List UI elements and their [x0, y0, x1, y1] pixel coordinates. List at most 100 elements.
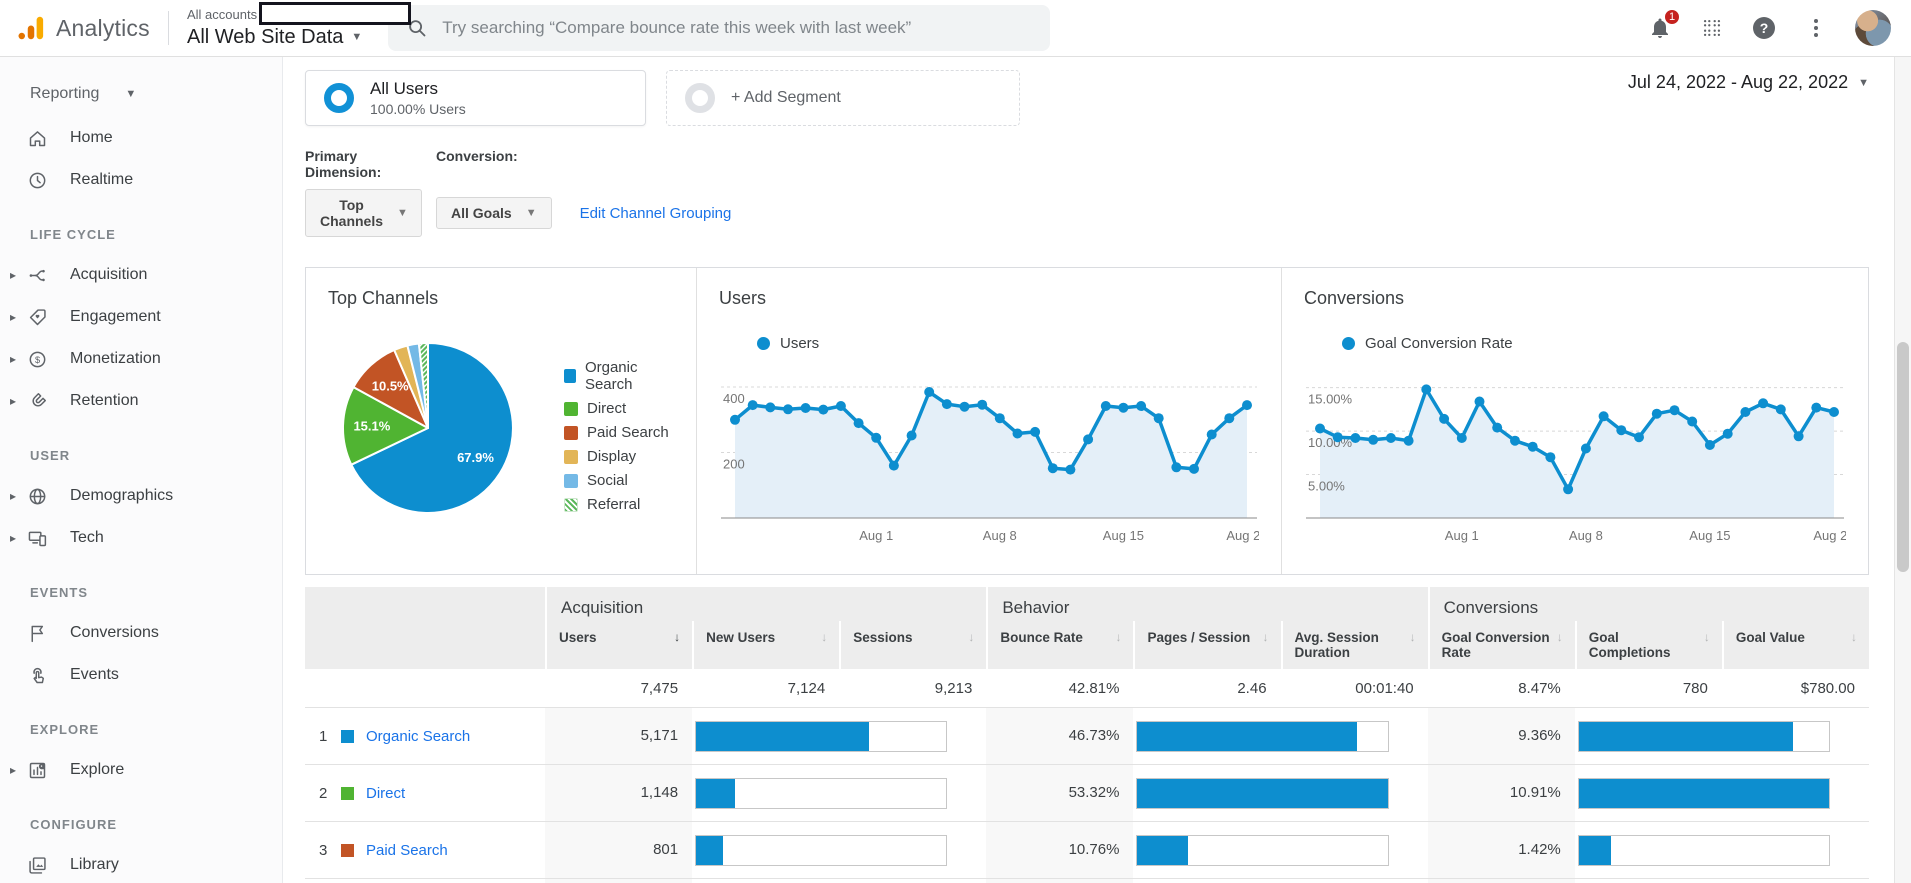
- expand-arrow-icon[interactable]: ▸: [9, 763, 17, 777]
- charts-panel: Top Channels 67.9% 15.1% 10.5% Organic Sea…: [305, 267, 1869, 575]
- sidebar-item-realtime[interactable]: Realtime: [0, 159, 282, 201]
- channel-link[interactable]: Direct: [366, 784, 406, 802]
- group-header-spacer: [305, 587, 545, 621]
- svg-text:67.9%: 67.9%: [457, 450, 494, 465]
- chevron-down-icon: ▼: [125, 88, 137, 100]
- column-header-dimension: [305, 621, 545, 669]
- legend-label: Organic Search: [584, 359, 638, 393]
- cell-goal-conversion-rate: 1.42%: [1427, 821, 1575, 878]
- group-header-conversions: Conversions: [1427, 587, 1869, 621]
- top-app-bar: Analytics All accounts All Web Site Data…: [0, 0, 1911, 57]
- expand-arrow-icon[interactable]: ▸: [9, 310, 17, 324]
- analytics-logo-icon: [18, 16, 44, 40]
- users-line-chart[interactable]: 200 400 Aug 1 Aug 8 Aug 15 Aug 22: [719, 360, 1268, 557]
- column-header-sessions[interactable]: Sessions ↓: [839, 621, 987, 669]
- expand-arrow-icon[interactable]: ▸: [9, 489, 17, 503]
- column-header-goal-conversion-rate[interactable]: Goal Conversion Rate ↓: [1427, 621, 1575, 669]
- cell-goal-bar: [1574, 878, 1869, 883]
- column-header-pages-session[interactable]: Pages / Session ↓: [1133, 621, 1281, 669]
- segment-all-users[interactable]: All Users 100.00% Users: [305, 70, 646, 126]
- search-input[interactable]: [442, 18, 1033, 38]
- column-header-goal-value[interactable]: Goal Value ↓: [1721, 621, 1869, 669]
- analytics-logo[interactable]: Analytics: [16, 13, 164, 43]
- sidebar-item-events[interactable]: Events: [0, 654, 282, 696]
- legend-item: Display: [564, 448, 674, 465]
- help-button[interactable]: ?: [1751, 15, 1777, 41]
- apps-grid-button[interactable]: [1699, 15, 1725, 41]
- conversion-value: All Goals: [451, 205, 512, 221]
- legend-label: Users: [780, 335, 820, 352]
- sidebar-item-tech[interactable]: ▸ Tech: [0, 517, 282, 559]
- channel-link[interactable]: Paid Search: [366, 841, 448, 859]
- edit-channel-grouping-link[interactable]: Edit Channel Grouping: [579, 204, 732, 222]
- kebab-menu-icon: [1814, 19, 1818, 37]
- cell-users: 5,171: [545, 707, 693, 764]
- acquisition-icon: [26, 264, 48, 286]
- legend-label: Goal Conversion Rate: [1365, 335, 1513, 352]
- sidebar-item-home[interactable]: Home: [0, 117, 282, 159]
- cell-bounce-rate: 53.32%: [986, 764, 1134, 821]
- svg-text:Aug 22: Aug 22: [1813, 528, 1846, 543]
- sidebar-section-configure: CONFIGURE: [30, 817, 117, 832]
- cell-users-bar: [692, 764, 987, 821]
- bar-track: [1136, 720, 1389, 752]
- scrollbar-thumb[interactable]: [1897, 342, 1909, 572]
- column-header-goal-completions[interactable]: Goal Completions ↓: [1574, 621, 1722, 669]
- sidebar-item-demographics[interactable]: ▸ Demographics: [0, 475, 282, 517]
- sidebar-item-explore[interactable]: ▸ Explore: [0, 749, 282, 791]
- channel-link[interactable]: Organic Search: [366, 727, 471, 745]
- sidebar-section-life-cycle: LIFE CYCLE: [30, 227, 116, 242]
- primary-dimension-select[interactable]: Top Channels ▼: [305, 189, 422, 237]
- svg-text:400: 400: [723, 391, 745, 406]
- sort-arrow-icon: ↓: [968, 630, 975, 644]
- expand-arrow-icon[interactable]: ▸: [9, 268, 17, 282]
- svg-text:15.00%: 15.00%: [1308, 392, 1353, 407]
- apps-grid-icon: [1703, 19, 1721, 37]
- sidebar-item-retention[interactable]: ▸ Retention: [0, 380, 282, 422]
- sidebar-item-label: Monetization: [70, 350, 161, 367]
- sidebar-item-engagement[interactable]: ▸ Engagement: [0, 296, 282, 338]
- column-header-bounce-rate[interactable]: Bounce Rate ↓: [986, 621, 1134, 669]
- sidebar-item-label: Explore: [70, 761, 125, 778]
- totals-row-spacer: [305, 669, 545, 707]
- date-range-picker[interactable]: Jul 24, 2022 - Aug 22, 2022 ▼: [1628, 72, 1869, 93]
- sidebar-item-library[interactable]: Library: [0, 844, 282, 883]
- account-switcher[interactable]: All accounts All Web Site Data ▼: [187, 2, 411, 48]
- devices-icon: [26, 527, 48, 549]
- sidebar-item-acquisition[interactable]: ▸ Acquisition: [0, 254, 282, 296]
- conversion-select[interactable]: All Goals ▼: [436, 197, 552, 229]
- cell-bounce-rate: 0.41%: [986, 878, 1134, 883]
- notifications-button[interactable]: 1: [1647, 8, 1681, 41]
- sort-arrow-icon: ↓: [1703, 630, 1710, 644]
- more-options-button[interactable]: [1803, 15, 1829, 41]
- cell-goal-bar: [1574, 764, 1869, 821]
- expand-arrow-icon[interactable]: ▸: [9, 352, 17, 366]
- avatar[interactable]: [1855, 10, 1891, 46]
- row-rank: 3: [319, 841, 328, 859]
- cell-users-bar: [692, 878, 987, 883]
- pie-chart[interactable]: 67.9% 15.1% 10.5%: [328, 323, 538, 538]
- column-header-new-users[interactable]: New Users ↓: [692, 621, 840, 669]
- chevron-down-icon: ▼: [525, 207, 537, 219]
- conversion-label: Conversion:: [436, 148, 518, 164]
- column-header-users[interactable]: Users ↓: [545, 621, 693, 669]
- sidebar-item-monetization[interactable]: ▸ $ Monetization: [0, 338, 282, 380]
- bar-fill: [1137, 835, 1188, 865]
- channel-swatch: [341, 729, 354, 743]
- sidebar-item-conversions[interactable]: Conversions: [0, 612, 282, 654]
- column-header-avg-session-duration[interactable]: Avg. Session Duration ↓: [1280, 621, 1428, 669]
- cell-goal-bar: [1574, 821, 1869, 878]
- expand-arrow-icon[interactable]: ▸: [9, 531, 17, 545]
- reporting-dropdown[interactable]: Reporting ▼: [0, 79, 282, 117]
- channel-swatch: [341, 843, 354, 857]
- search-bar[interactable]: [388, 5, 1051, 51]
- bar-fill: [696, 835, 723, 865]
- pie-legend: Organic Search Direct Paid Search Displa…: [564, 359, 674, 538]
- bar-track: [1136, 834, 1389, 866]
- expand-arrow-icon[interactable]: ▸: [9, 394, 17, 408]
- group-header-acquisition: Acquisition: [545, 587, 987, 621]
- add-segment-button[interactable]: + Add Segment: [666, 70, 1020, 126]
- vertical-scrollbar[interactable]: [1894, 57, 1911, 883]
- svg-text:Aug 1: Aug 1: [1445, 528, 1479, 543]
